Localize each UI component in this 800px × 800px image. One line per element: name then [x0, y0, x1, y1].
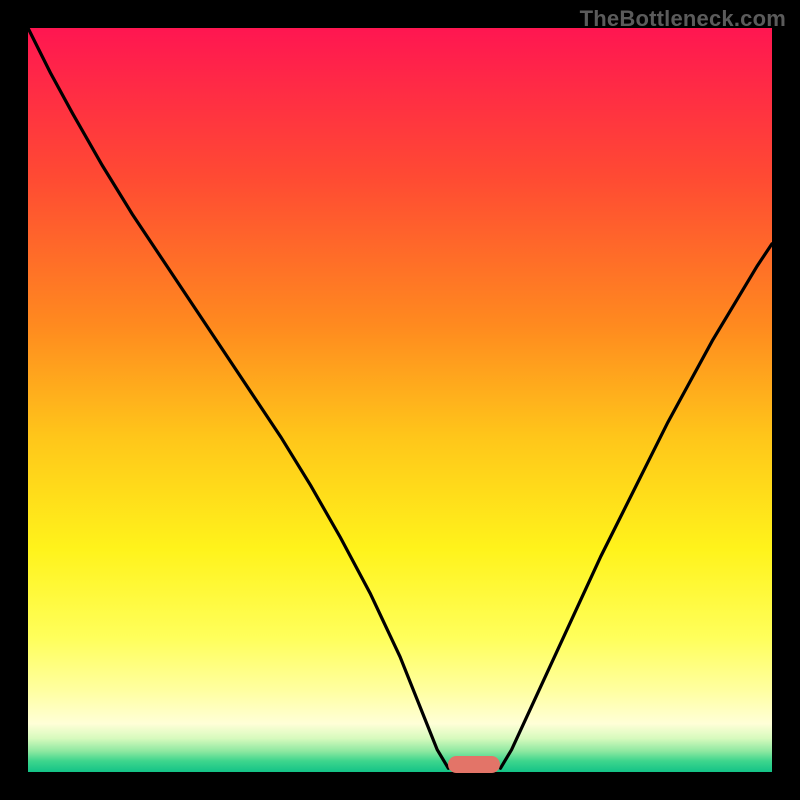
- chart-frame: TheBottleneck.com: [0, 0, 800, 800]
- bottleneck-chart: [28, 28, 772, 772]
- optimal-point-marker: [448, 756, 500, 774]
